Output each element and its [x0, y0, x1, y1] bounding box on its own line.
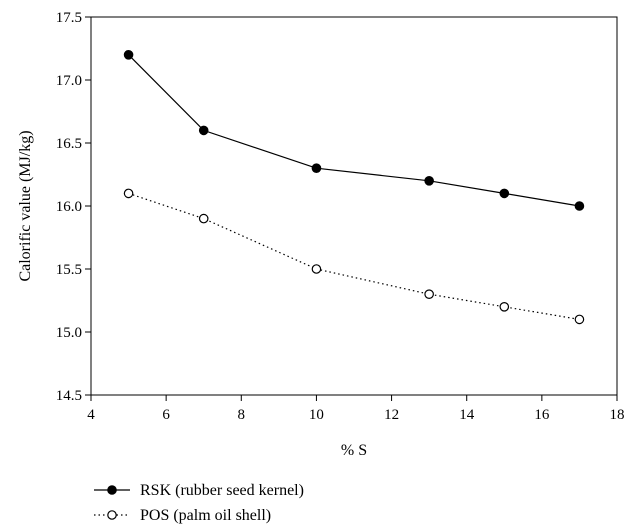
y-tick-label: 16.5: [56, 136, 82, 152]
y-tick-label: 14.5: [56, 388, 82, 404]
legend-marker: [107, 510, 117, 520]
series-line-1: [128, 192, 580, 320]
x-tick-label: 14: [459, 407, 475, 423]
legend-marker: [107, 485, 117, 495]
y-tick-label: 17.5: [56, 10, 82, 26]
x-tick-label: 4: [87, 407, 95, 423]
y-tick-label: 17.0: [56, 73, 82, 89]
x-tick-label: 12: [384, 407, 399, 423]
plot-frame: [90, 16, 618, 396]
x-tick-label: 16: [534, 407, 550, 423]
data-point-1: [574, 314, 585, 325]
axes: 4 6 8 10 12 14 16 18 14.5 15.0 15.5 16.0 16.5 17.0 17.…: [56, 10, 625, 423]
data-point-0: [123, 49, 134, 60]
legend-label: RSK (rubber seed kernel): [140, 482, 304, 499]
legend: RSK (rubber seed kernel) POS (palm oil sh…: [94, 482, 304, 524]
data-point-1: [123, 188, 134, 199]
x-tick-label: 18: [610, 407, 625, 423]
data-point-1: [198, 213, 209, 224]
y-tick-label: 15.5: [56, 262, 82, 278]
data-point-1: [311, 264, 322, 274]
y-axis-label: Calorific value (MJ/kg): [17, 130, 34, 281]
data-point-1: [424, 289, 434, 299]
series-line-0: [128, 54, 580, 207]
data-point-1: [499, 301, 510, 312]
data-point-0: [311, 163, 322, 173]
data-point-0: [198, 125, 209, 136]
x-tick-label: 10: [309, 407, 324, 423]
x-tick-label: 8: [238, 407, 246, 423]
x-axis-label: % S: [341, 442, 367, 459]
y-tick-label: 16.0: [56, 199, 82, 215]
data-point-0: [574, 201, 585, 211]
data-point-0: [424, 176, 434, 186]
y-tick-label: 15.0: [56, 325, 82, 341]
legend-label: POS (palm oil shell): [140, 507, 271, 524]
data-point-0: [499, 188, 510, 199]
legend-item-0: RSK (rubber seed kernel): [94, 482, 304, 499]
series-layer: [123, 49, 585, 325]
x-tick-label: 6: [162, 407, 170, 423]
legend-item-1: POS (palm oil shell): [94, 507, 271, 524]
